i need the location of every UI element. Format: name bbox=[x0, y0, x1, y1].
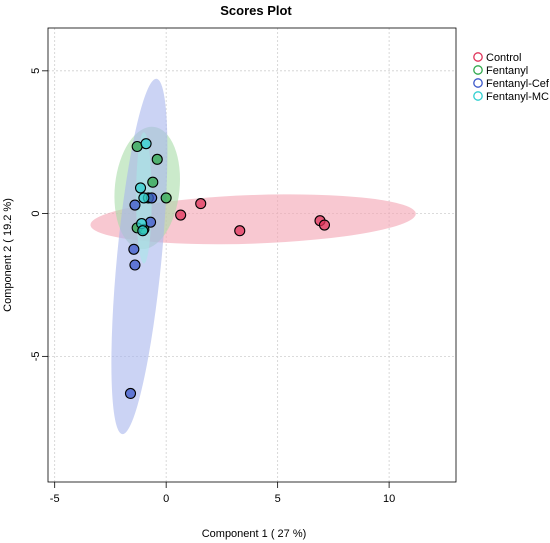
point-control bbox=[175, 209, 187, 221]
point-fentanyl-cef bbox=[128, 243, 140, 255]
legend-label: Fentanyl-MC bbox=[486, 91, 549, 103]
legend-marker bbox=[473, 78, 483, 88]
point-control bbox=[318, 219, 331, 231]
x-tick-label: 0 bbox=[163, 493, 169, 505]
legend-marker bbox=[473, 91, 483, 101]
legend-label: Fentanyl-Cef bbox=[486, 78, 550, 90]
y-axis-label: Component 2 ( 19.2 %) bbox=[2, 198, 14, 312]
ellipse-fentanyl-cef bbox=[111, 78, 168, 435]
y-tick-label: 0 bbox=[30, 211, 42, 217]
x-tick-label: 5 bbox=[275, 493, 281, 505]
y-tick-label: -5 bbox=[30, 351, 42, 361]
y-tick-label: 5 bbox=[30, 68, 42, 74]
point-fentanyl-cef bbox=[129, 259, 141, 271]
point-fentanyl bbox=[147, 176, 159, 188]
point-fentanyl-mc bbox=[138, 192, 150, 204]
point-control bbox=[195, 198, 207, 210]
x-axis-label: Component 1 ( 27 %) bbox=[202, 528, 307, 540]
x-axis-ticks: -5 0 5 10 bbox=[50, 482, 395, 505]
x-tick-label: -5 bbox=[50, 493, 60, 505]
point-fentanyl-cef bbox=[124, 387, 137, 400]
grid-lines bbox=[48, 28, 456, 482]
point-fentanyl-mc bbox=[137, 225, 149, 237]
y-axis-ticks: 5 0 -5 bbox=[30, 68, 48, 361]
point-fentanyl-cef bbox=[145, 216, 157, 228]
point-control bbox=[234, 225, 246, 237]
legend-label: Control bbox=[486, 52, 521, 64]
chart-title: Scores Plot bbox=[220, 3, 292, 18]
point-fentanyl-mc bbox=[140, 138, 152, 150]
x-tick-label: 10 bbox=[383, 493, 395, 505]
point-fentanyl bbox=[160, 192, 172, 204]
point-fentanyl-cef bbox=[129, 199, 141, 211]
legend-marker bbox=[473, 65, 483, 75]
plot-frame bbox=[47, 27, 457, 483]
confidence-ellipses bbox=[90, 78, 416, 435]
point-fentanyl-mc bbox=[134, 182, 147, 194]
legend-marker bbox=[473, 52, 483, 62]
legend-label: Fentanyl bbox=[486, 65, 528, 77]
point-fentanyl bbox=[151, 153, 163, 165]
data-points bbox=[124, 138, 331, 400]
